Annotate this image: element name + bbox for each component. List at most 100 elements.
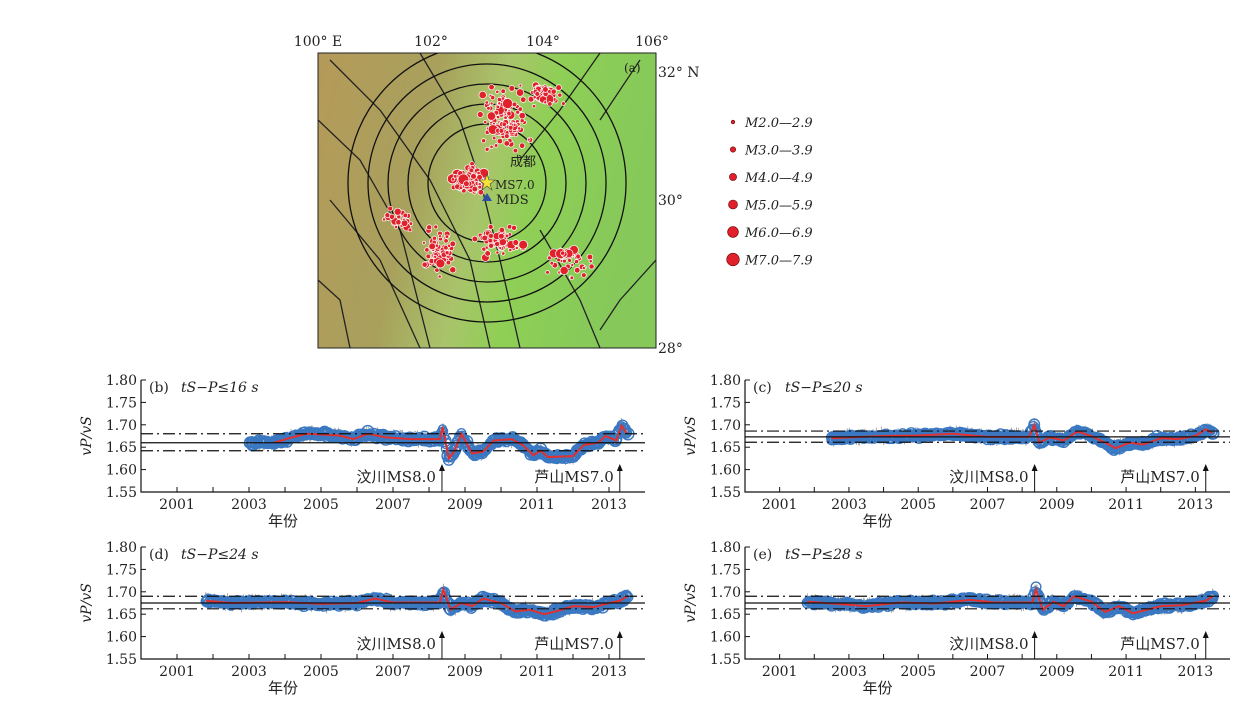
chart-panel: 1.80 1.75 1.70 1.65 1.60 1.55 2001 2003 2005 2007…: [683, 373, 1230, 530]
earthquake-dot: [395, 219, 402, 226]
earthquake-dot: [481, 234, 489, 242]
earthquake-dot: [486, 106, 491, 111]
earthquake-dot: [503, 115, 508, 120]
fault-line: [519, 53, 601, 161]
legend-marker: [726, 252, 740, 267]
earthquake-dot: [501, 121, 507, 127]
earthquake-dot: [561, 101, 566, 106]
event-annotation: 芦山MS7.0: [534, 635, 614, 653]
y-tick-label: 1.75: [106, 395, 137, 411]
city-label: 成都: [510, 155, 536, 170]
data-point: [1207, 591, 1219, 603]
y-tick-label: 1.55: [710, 652, 741, 668]
earthquake-dot: [449, 240, 456, 248]
earthquake-dot: [547, 255, 552, 261]
legend-label: M7.0—7.9: [744, 254, 813, 269]
earthquake-dot: [434, 267, 440, 273]
earthquake-dot: [498, 226, 505, 234]
x-axis-label: 年份: [268, 679, 298, 697]
fault-line: [318, 279, 351, 348]
y-tick-label: 1.55: [710, 485, 741, 501]
earthquake-dot: [421, 261, 428, 268]
earthquake-dot: [444, 234, 450, 239]
y-axis-label: vP/vS: [79, 583, 95, 623]
earthquake-dot: [549, 261, 555, 266]
earthquake-dot: [567, 258, 572, 263]
y-tick-label: 1.70: [106, 585, 137, 601]
earthquake-dot: [470, 173, 477, 180]
y-tick-label: 1.65: [106, 607, 137, 623]
earthquake-dot: [562, 258, 567, 264]
earthquake-dot: [393, 207, 402, 216]
earthquake-dot: [477, 184, 483, 190]
earthquake-dot: [514, 245, 519, 250]
earthquake-dot: [519, 142, 526, 149]
earthquake-dot: [498, 246, 503, 250]
earthquake-dot: [502, 98, 513, 109]
earthquake-dot: [471, 235, 479, 243]
earthquake-dot: [543, 100, 548, 105]
x-tick-label: 2011: [519, 664, 555, 680]
event-arrowhead-icon: [438, 464, 445, 471]
y-tick-label: 1.75: [106, 562, 137, 578]
chart-panel: 1.80 1.75 1.70 1.65 1.60 1.55 2001 2003 2005 2007…: [79, 373, 645, 530]
earthquake-dot: [471, 185, 479, 193]
earthquake-dot: [504, 133, 510, 139]
earthquake-dot: [586, 253, 594, 261]
earthquake-dot: [476, 111, 484, 118]
x-axis-label: 年份: [268, 512, 298, 530]
x-tick-label: 2001: [159, 497, 195, 513]
y-tick-label: 1.80: [710, 373, 741, 389]
x-axis-label: 年份: [862, 512, 892, 530]
x-tick-label: 2009: [1039, 664, 1075, 680]
panel-title: tS−P≤24 s: [181, 547, 259, 563]
y-tick-label: 1.60: [106, 630, 137, 646]
earthquake-dot: [518, 112, 526, 120]
event-arrowhead-icon: [616, 464, 623, 471]
fault-line: [599, 259, 656, 331]
fault-line: [329, 199, 421, 348]
earthquake-dot: [492, 135, 497, 141]
earthquake-dot: [534, 91, 541, 97]
magnitude-legend: M2.0—2.9 M3.0—3.9 M4.0—4.9 M5.0—5.9 M6.0—6.9…: [726, 116, 813, 269]
earthquake-dot: [484, 100, 489, 105]
earthquake-dot: [443, 238, 449, 244]
panel-label: (d): [149, 547, 169, 563]
earthquake-dot: [498, 128, 505, 134]
earthquake-dot: [407, 227, 413, 233]
y-tick-label: 1.70: [710, 585, 741, 601]
legend-marker: [729, 173, 737, 181]
distance-ring: [367, 63, 607, 303]
y-tick-label: 1.55: [106, 485, 137, 501]
event-arrowhead-icon: [1031, 631, 1038, 638]
panel-label: (b): [149, 380, 169, 396]
earthquake-dot: [526, 137, 531, 142]
x-tick-label: 2013: [591, 664, 627, 680]
lon-label: 102°: [414, 34, 448, 50]
earthquake-dot: [495, 250, 500, 255]
legend-label: M3.0—3.9: [744, 144, 813, 159]
x-tick-label: 2011: [1108, 497, 1144, 513]
legend-marker: [729, 146, 736, 153]
earthquake-dot: [487, 237, 494, 244]
earthquake-dot: [484, 146, 490, 152]
earthquake-dot: [520, 96, 527, 103]
x-tick-label: 2007: [375, 497, 411, 513]
event-annotation: 汶川MS8.0: [356, 635, 436, 653]
chart-panel: 1.80 1.75 1.70 1.65 1.60 1.55 2001 2003 2005 2007…: [683, 540, 1230, 697]
earthquake-dot: [501, 251, 506, 256]
earthquake-dot: [434, 243, 439, 248]
earthquake-dot: [388, 213, 395, 220]
earthquake-dot: [431, 235, 437, 241]
earthquake-dot: [445, 259, 452, 266]
earthquake-dot: [498, 232, 505, 240]
event-annotation: 汶川MS8.0: [949, 635, 1029, 653]
earthquake-dot: [518, 239, 528, 250]
earthquake-dot: [425, 253, 431, 260]
event-arrowhead-icon: [616, 631, 623, 638]
x-tick-label: 2005: [900, 664, 936, 680]
earthquake-dot: [511, 224, 517, 231]
panel-label: (e): [753, 547, 772, 563]
earthquake-dot: [569, 275, 575, 280]
earthquake-dot: [512, 122, 517, 127]
